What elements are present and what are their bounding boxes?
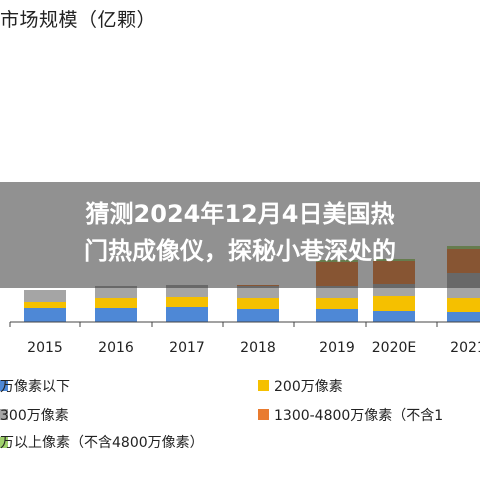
bar-2015-series-2: [24, 302, 66, 308]
bar-2020E-series-1: [373, 311, 415, 322]
bar-2017-series-3: [166, 285, 208, 297]
x-tick-label-2016: 2016: [98, 340, 134, 356]
bar-2019-series-2: [316, 298, 358, 309]
bar-2018-series-1: [237, 309, 279, 322]
bar-2019-series-3: [316, 286, 358, 298]
bar-2020E-series-2: [373, 296, 415, 311]
legend-label-series-5: 万以上像素（不含4800万像素）: [0, 435, 204, 451]
x-tick-label-2019: 2019: [319, 340, 355, 356]
x-tick-label-2017: 2017: [169, 340, 205, 356]
headline-line-1: 猜测2024年12月4日美国热: [85, 200, 395, 228]
legend-swatch-series-2: [258, 380, 269, 391]
x-tick-label-2015: 2015: [27, 340, 63, 356]
x-tick-label-2020E: 2020E: [372, 340, 416, 356]
headline-line-2: 门热成像仪，探秘小巷深处的: [84, 237, 396, 265]
bar-2021-series-1: [447, 312, 480, 322]
legend-swatch-series-1: [0, 380, 8, 391]
bar-2016-series-3: [95, 286, 137, 298]
bar-2018-series-3: [237, 286, 279, 298]
bar-2015-series-3: [24, 290, 66, 302]
legend-swatch-series-3: [0, 409, 8, 420]
bar-2015-series-1: [24, 308, 66, 322]
legend-label-series-4: 1300-4800万像素（不含1: [274, 408, 444, 424]
legend-label-series-2: 200万像素: [274, 379, 343, 395]
x-tick-label-2021: 2021: [450, 340, 480, 356]
bar-2017-series-2: [166, 297, 208, 307]
legend-swatch-series-5: [0, 437, 8, 448]
bar-2018-series-2: [237, 298, 279, 309]
bar-2021-series-2: [447, 298, 480, 312]
bar-2016-series-2: [95, 298, 137, 308]
legend-label-series-1: 万像素以下: [0, 379, 70, 395]
bar-2019-series-1: [316, 309, 358, 322]
chart-title: 市场规模（亿颗）: [0, 9, 157, 31]
legend-label-series-3: 300万像素: [0, 408, 69, 424]
x-tick-label-2018: 2018: [240, 340, 276, 356]
bar-2016-series-1: [95, 308, 137, 322]
headline-overlay: [0, 182, 480, 288]
bar-2017-series-1: [166, 307, 208, 322]
legend-swatch-series-4: [258, 409, 269, 420]
